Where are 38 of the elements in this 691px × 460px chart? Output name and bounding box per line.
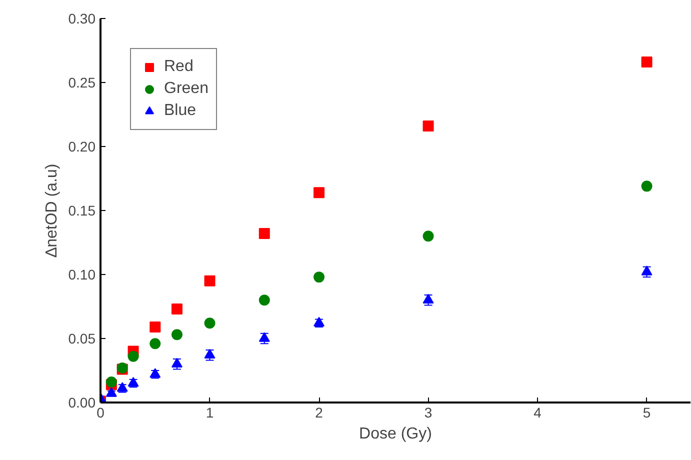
- point: [422, 120, 434, 132]
- x-axis-title: Dose (Gy): [359, 426, 432, 442]
- point: [314, 272, 325, 283]
- point: [106, 376, 117, 388]
- point: [641, 180, 652, 192]
- y-tick-label: 0.30: [68, 10, 96, 26]
- point: [171, 329, 182, 340]
- legend-label: Red: [164, 58, 194, 76]
- point: [150, 338, 161, 350]
- y-tick-label: 0.00: [68, 394, 96, 410]
- point: [641, 56, 652, 68]
- x-tick-label: 0: [96, 404, 105, 420]
- point: [422, 294, 434, 304]
- legend-label: Blue: [164, 102, 196, 120]
- x-tick-label: 1: [206, 404, 214, 420]
- y-tick-label: 0.10: [68, 266, 96, 282]
- point: [128, 350, 139, 362]
- x-tick-label: 4: [534, 404, 542, 420]
- point: [204, 318, 216, 329]
- x-tick-label: 2: [315, 404, 324, 420]
- point: [204, 275, 216, 286]
- point: [150, 321, 161, 332]
- point: [258, 332, 270, 342]
- point: [171, 304, 182, 315]
- point: [314, 187, 325, 198]
- y-tick-label: 0.25: [68, 74, 96, 90]
- point: [258, 294, 270, 306]
- x-tick-label: 5: [642, 404, 651, 420]
- x-tick-label: 3: [424, 404, 432, 420]
- point: [171, 358, 182, 368]
- point: [422, 230, 434, 242]
- y-tick-label: 0.20: [68, 138, 96, 154]
- legend-label: Green: [164, 80, 208, 98]
- point: [258, 228, 270, 240]
- y-axis-title: ∆netOD (a.u): [43, 164, 60, 258]
- y-tick-label: 0.05: [68, 330, 96, 346]
- point: [641, 266, 652, 276]
- y-tick-label: 0.15: [68, 202, 96, 218]
